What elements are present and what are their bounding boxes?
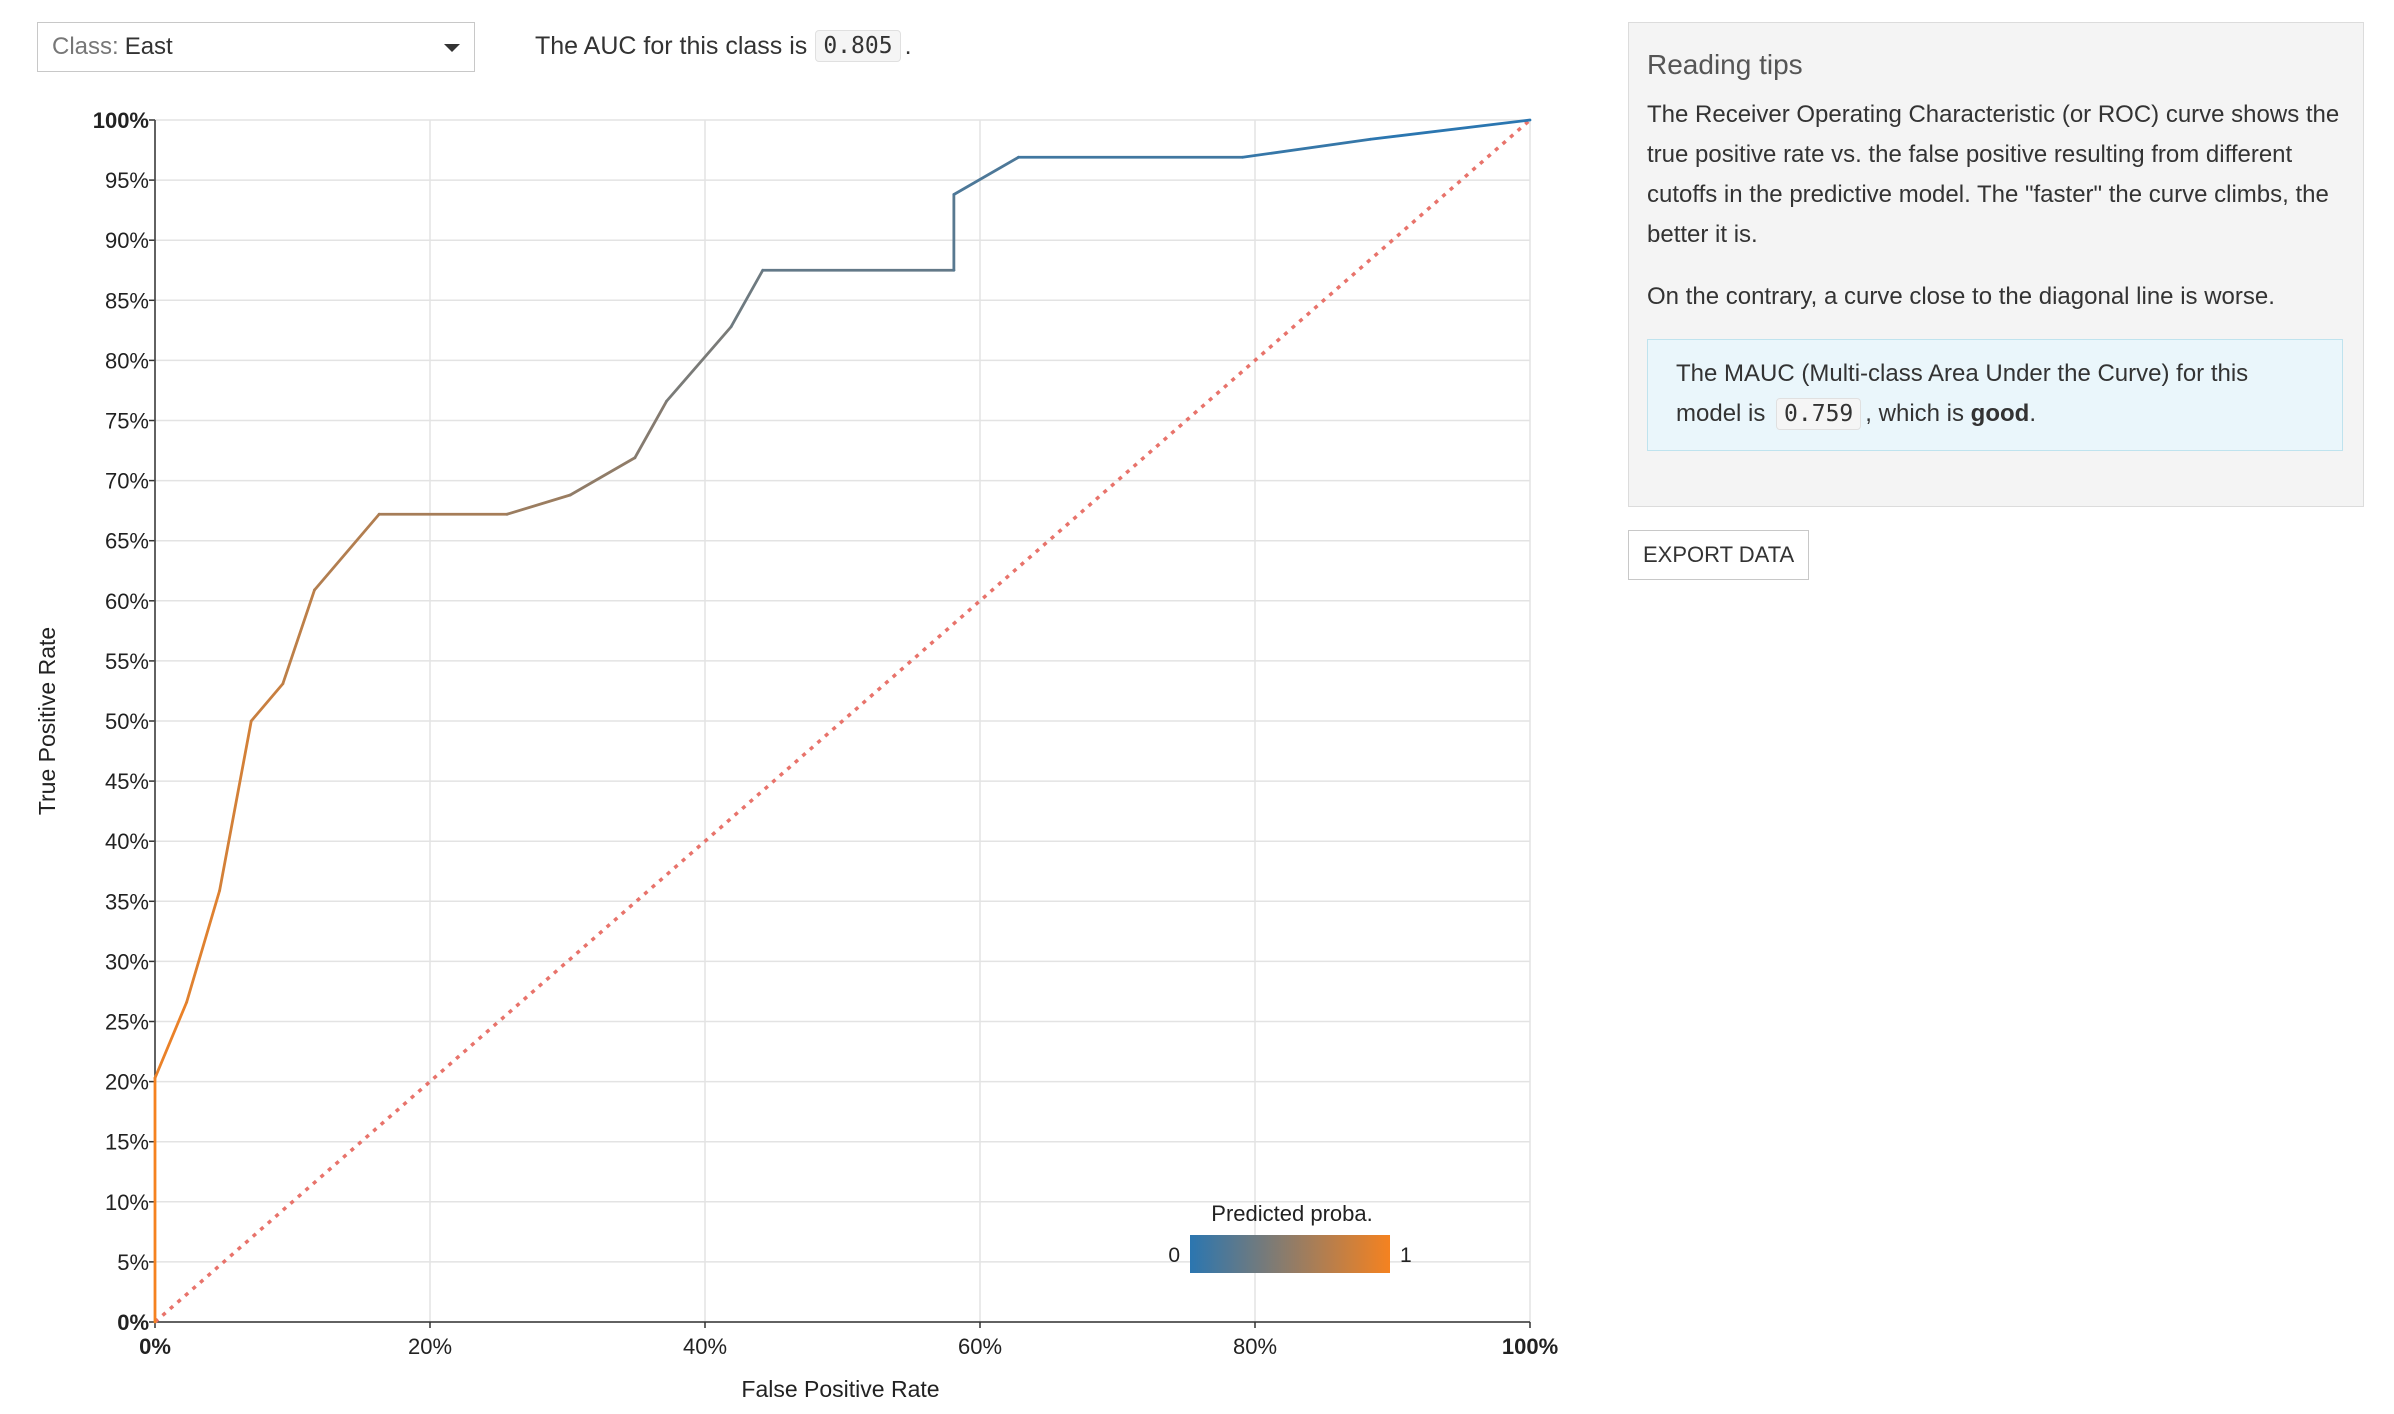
auc-summary: The AUC for this class is 0.805 . xyxy=(535,30,912,62)
reading-tips-title: Reading tips xyxy=(1647,49,1803,80)
y-tick-label: 35% xyxy=(105,889,149,914)
y-tick-label: 100% xyxy=(93,108,149,133)
roc-curve-segment xyxy=(153,1000,189,1080)
class-select-prefix: Class: xyxy=(52,33,119,60)
chevron-down-icon xyxy=(444,44,460,52)
mauc-text: The MAUC (Multi-class Area Under the Cur… xyxy=(1676,360,2249,427)
y-tick-label: 50% xyxy=(105,709,149,734)
mauc-quality: good xyxy=(1970,400,2030,427)
legend-title: Predicted proba. xyxy=(1211,1201,1372,1226)
roc-curve-segment xyxy=(729,268,765,329)
legend-gradient-bar xyxy=(1190,1235,1390,1273)
auc-value: 0.805 xyxy=(815,30,901,62)
roc-curve-segment xyxy=(218,719,253,892)
reading-tips-paragraph-2: On the contrary, a curve close to the di… xyxy=(1647,283,2275,310)
roc-curve-segment xyxy=(665,325,733,403)
reading-tips-paragraph-1: The Receiver Operating Characteristic (o… xyxy=(1647,101,2340,248)
y-tick-label: 65% xyxy=(105,529,149,554)
mauc-value: 0.759 xyxy=(1776,398,1862,430)
roc-curve-segment xyxy=(185,889,222,1004)
diagonal-reference-line xyxy=(153,118,1532,1324)
legend-min-label: 0 xyxy=(1168,1244,1180,1267)
y-tick-label: 90% xyxy=(105,228,149,253)
roc-curve-segment xyxy=(1369,118,1532,141)
mauc-text-after: . xyxy=(2029,400,2036,427)
roc-curve-segment xyxy=(633,399,668,460)
y-tick-label: 45% xyxy=(105,769,149,794)
roc-curve-segment xyxy=(281,588,316,686)
x-tick-label: 100% xyxy=(1502,1334,1558,1359)
auc-text: The AUC for this class is xyxy=(535,31,808,60)
y-tick-label: 15% xyxy=(105,1130,149,1155)
y-tick-label: 0% xyxy=(117,1310,149,1335)
roc-curve-segment xyxy=(249,682,285,723)
y-tick-label: 5% xyxy=(117,1250,149,1275)
roc-chart: 0%5%10%15%20%25%30%35%40%45%50%55%60%65%… xyxy=(34,108,1558,1402)
mauc-info-box: The MAUC (Multi-class Area Under the Cur… xyxy=(1647,339,2343,451)
roc-curve-segment xyxy=(505,493,572,516)
roc-curve-segment xyxy=(952,155,1020,196)
y-tick-label: 10% xyxy=(105,1190,149,1215)
mauc-text-middle: , which is xyxy=(1865,400,1964,427)
y-tick-label: 40% xyxy=(105,829,149,854)
reading-tips-panel: Reading tips The Receiver Operating Char… xyxy=(1628,22,2364,507)
y-tick-label: 80% xyxy=(105,348,149,373)
y-tick-label: 20% xyxy=(105,1070,149,1095)
y-tick-label: 25% xyxy=(105,1010,149,1035)
roc-curve-segment xyxy=(1241,137,1372,159)
roc-curve-segment xyxy=(568,456,637,497)
y-tick-label: 95% xyxy=(105,168,149,193)
y-axis-title: True Positive Rate xyxy=(34,627,60,815)
y-tick-label: 60% xyxy=(105,589,149,614)
x-tick-label: 60% xyxy=(958,1334,1002,1359)
y-tick-label: 70% xyxy=(105,469,149,494)
export-data-button[interactable]: EXPORT DATA xyxy=(1628,530,1810,580)
auc-text-after: . xyxy=(904,31,912,60)
y-tick-label: 30% xyxy=(105,949,149,974)
x-axis-title: False Positive Rate xyxy=(741,1376,939,1402)
roc-curve-segment xyxy=(313,512,381,592)
x-tick-label: 0% xyxy=(139,1334,171,1359)
class-select-value: East xyxy=(124,33,173,60)
y-tick-label: 85% xyxy=(105,288,149,313)
x-tick-label: 80% xyxy=(1233,1334,1277,1359)
y-tick-label: 55% xyxy=(105,649,149,674)
x-tick-label: 40% xyxy=(683,1334,727,1359)
class-select[interactable]: Class: East xyxy=(37,22,475,72)
legend-max-label: 1 xyxy=(1400,1244,1412,1267)
y-tick-label: 75% xyxy=(105,409,149,434)
x-tick-label: 20% xyxy=(408,1334,452,1359)
